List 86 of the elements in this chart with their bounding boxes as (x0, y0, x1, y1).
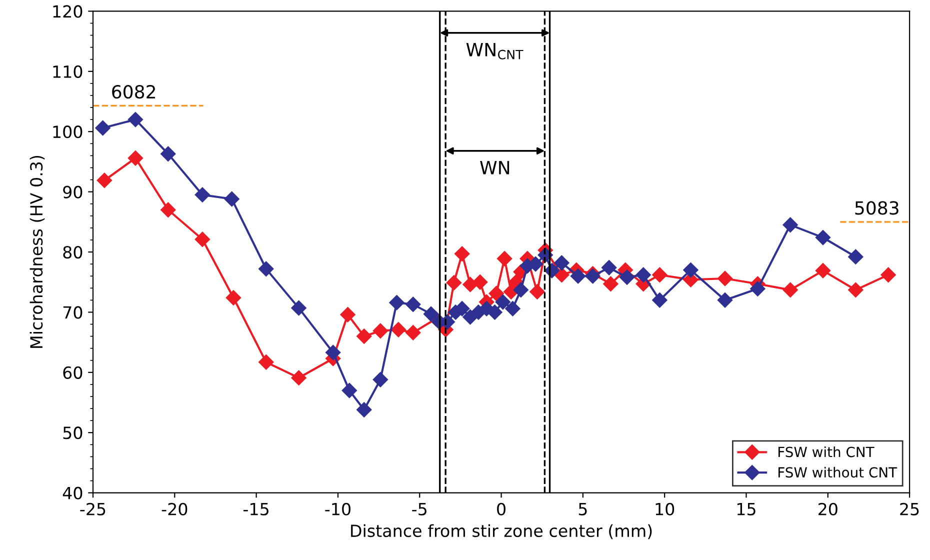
point (454, 246, 470, 262)
annotation: WN (480, 161, 510, 174)
point (601, 260, 617, 276)
point (880, 267, 896, 282)
point (848, 249, 864, 264)
point (194, 187, 210, 202)
point (652, 292, 668, 308)
point (717, 270, 733, 286)
x-tick-label: -10 (325, 502, 350, 516)
point (406, 296, 421, 312)
point (487, 304, 502, 320)
x-tick-label: 5 (578, 503, 587, 516)
point (423, 306, 439, 322)
point (554, 267, 570, 282)
point (782, 282, 798, 298)
point (356, 328, 372, 344)
point (194, 232, 210, 247)
point (224, 191, 240, 207)
y-tick-label: 80 (63, 246, 82, 259)
point (446, 275, 462, 290)
y-tick-label: 40 (62, 486, 82, 500)
point (513, 282, 528, 298)
point (683, 262, 698, 278)
point (782, 217, 798, 232)
x-tick-label: 20 (818, 502, 838, 516)
point (496, 251, 512, 266)
point (462, 309, 478, 325)
point (128, 112, 144, 128)
point (226, 290, 242, 306)
point (619, 270, 635, 285)
point (95, 120, 110, 136)
point (291, 300, 306, 316)
y-axis-title: Microhardness (HV 0.3) (30, 156, 45, 348)
x-tick-label: -5 (412, 503, 426, 516)
y-tick-label: 60 (63, 366, 82, 379)
x-tick-label: 0 (497, 502, 506, 516)
x-tick-label: 15 (737, 503, 756, 516)
point (488, 286, 504, 302)
y-tick-label: 120 (53, 5, 82, 18)
point (750, 281, 766, 296)
point (291, 370, 306, 386)
point (389, 295, 404, 310)
point (342, 382, 357, 398)
y-tick-label: 50 (63, 426, 82, 440)
point (603, 276, 618, 292)
annotation: WN$_{CNT}$ (466, 43, 524, 60)
legend-label: FSW without CNT (778, 466, 898, 478)
point (340, 307, 356, 322)
x-axis-title: Distance from stir zone center (mm) (351, 524, 652, 540)
point (96, 172, 112, 188)
point (554, 255, 570, 270)
point (128, 150, 144, 166)
point (462, 276, 478, 292)
point (848, 282, 864, 298)
point (472, 274, 488, 290)
point (356, 402, 372, 418)
x-tick-label: 25 (900, 502, 919, 516)
point (372, 323, 388, 338)
point (495, 294, 510, 310)
point (505, 301, 520, 316)
legend-label: FSW with CNT (778, 446, 874, 458)
point (160, 202, 176, 218)
annotation: 6082 (112, 84, 155, 99)
y-tick-label: 110 (53, 65, 82, 78)
annotation: 5083 (855, 201, 898, 215)
point (717, 292, 733, 308)
point (160, 146, 176, 162)
point (652, 267, 668, 282)
point (325, 344, 341, 360)
point (372, 372, 388, 388)
x-tick-label: -20 (162, 502, 188, 516)
y-tick-label: 100 (53, 126, 82, 138)
y-tick-label: 70 (63, 306, 82, 319)
point (258, 354, 274, 370)
point (390, 322, 406, 338)
point (530, 284, 545, 300)
point (815, 230, 831, 246)
x-tick-label: 10 (656, 502, 674, 516)
point (815, 263, 831, 278)
point (406, 325, 421, 340)
point (258, 261, 274, 276)
x-tick-label: -15 (244, 503, 268, 516)
point (636, 267, 651, 282)
point (570, 268, 586, 284)
y-tick-label: 90 (63, 186, 82, 198)
x-tick-label: -25 (80, 502, 106, 516)
